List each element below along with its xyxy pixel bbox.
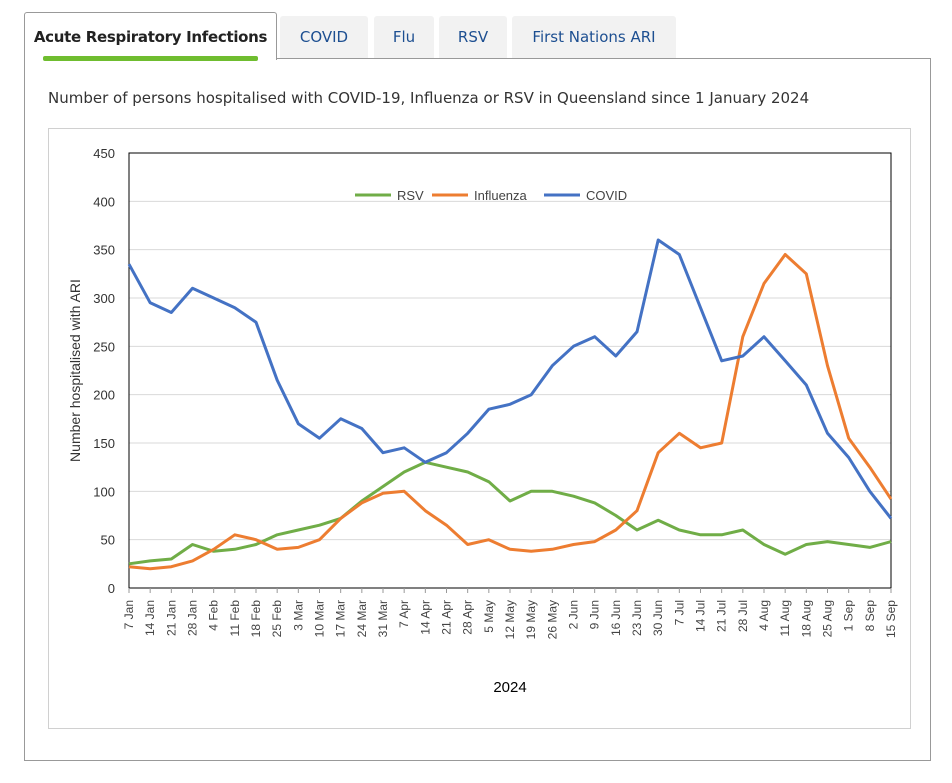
x-tick-label: 25 Aug [821,600,835,637]
x-tick-label: 30 Jun [651,600,665,636]
legend-label: COVID [586,188,627,203]
x-tick-label: 9 Jun [588,600,602,629]
x-tick-label: 18 Feb [249,600,263,638]
tab-flu[interactable]: Flu [374,16,434,58]
chart-subtitle: Number of persons hospitalised with COVI… [48,89,810,107]
y-tick-label: 300 [93,291,115,306]
tab-label: RSV [457,28,489,46]
series-line-influenza [128,253,893,571]
x-tick-label: 21 Jul [715,600,729,632]
x-tick-label: 1 Sep [842,600,856,632]
y-axis-label: Number hospitalised with ARI [67,279,83,462]
x-tick-label: 25 Feb [270,600,284,638]
legend-label: RSV [397,188,424,203]
y-tick-label: 150 [93,436,115,451]
x-tick-label: 3 Mar [291,600,305,631]
x-tick-label: 28 Apr [461,600,475,635]
y-tick-label: 50 [101,533,115,548]
x-tick-label: 24 Mar [355,600,369,637]
tab-panel [24,58,931,761]
tab-label: COVID [299,28,349,46]
x-tick-label: 28 Jan [186,600,200,636]
tab-label: Flu [392,28,416,46]
x-tick-label: 14 Jan [143,600,157,636]
x-tick-label: 19 May [524,600,538,639]
y-tick-label: 350 [93,243,115,258]
y-tick-label: 0 [108,581,115,596]
tab-rsv[interactable]: RSV [439,16,507,58]
x-tick-label: 31 Mar [376,600,390,637]
x-tick-label: 7 Apr [397,600,411,628]
y-tick-label: 200 [93,388,115,403]
x-tick-label: 21 Apr [440,600,454,635]
x-tick-label: 28 Jul [736,600,750,632]
x-tick-label: 10 Mar [313,600,327,637]
x-tick-label: 26 May [545,600,559,639]
y-tick-label: 400 [93,194,115,209]
y-tick-label: 100 [93,484,115,499]
x-tick-label: 5 May [482,600,496,633]
x-tick-label: 17 Mar [334,600,348,637]
x-tick-label: 4 Feb [207,600,221,631]
chart-frame [48,128,911,729]
series-line-rsv [128,460,892,566]
tab-acute-respiratory-infections[interactable]: Acute Respiratory Infections [24,12,277,61]
series-line-covid [127,238,893,520]
x-axis-label: 2024 [493,679,526,696]
x-tick-label: 11 Feb [228,600,242,637]
active-tab-indicator [43,56,258,61]
x-tick-label: 8 Sep [863,600,877,632]
x-tick-label: 4 Aug [757,600,771,631]
x-tick-label: 7 Jul [672,600,686,625]
legend-label: Influenza [474,188,528,203]
x-tick-label: 18 Aug [799,600,813,637]
x-tick-label: 2 Jun [567,600,581,629]
x-tick-label: 11 Aug [778,600,792,636]
tab-label: First Nations ARI [532,28,656,46]
plot-area [128,152,892,589]
y-tick-label: 450 [93,146,115,161]
x-tick-label: 23 Jun [630,600,644,636]
x-tick-label: 14 Apr [418,600,432,635]
x-tick-label: 7 Jan [122,600,136,629]
x-tick-label: 12 May [503,600,517,639]
x-tick-label: 15 Sep [884,600,898,638]
x-tick-label: 16 Jun [609,600,623,636]
tab-covid[interactable]: COVID [280,16,368,58]
x-tick-label: 14 Jul [694,600,708,632]
tab-first-nations-ari[interactable]: First Nations ARI [512,16,676,58]
x-tick-label: 21 Jan [164,600,178,636]
y-tick-label: 250 [93,339,115,354]
tab-label: Acute Respiratory Infections [33,27,268,46]
